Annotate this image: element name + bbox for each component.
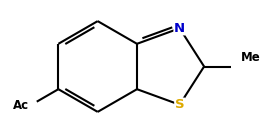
Text: S: S	[175, 98, 185, 111]
Text: N: N	[174, 22, 185, 35]
Text: Ac: Ac	[12, 99, 29, 112]
Text: Me: Me	[240, 51, 260, 64]
